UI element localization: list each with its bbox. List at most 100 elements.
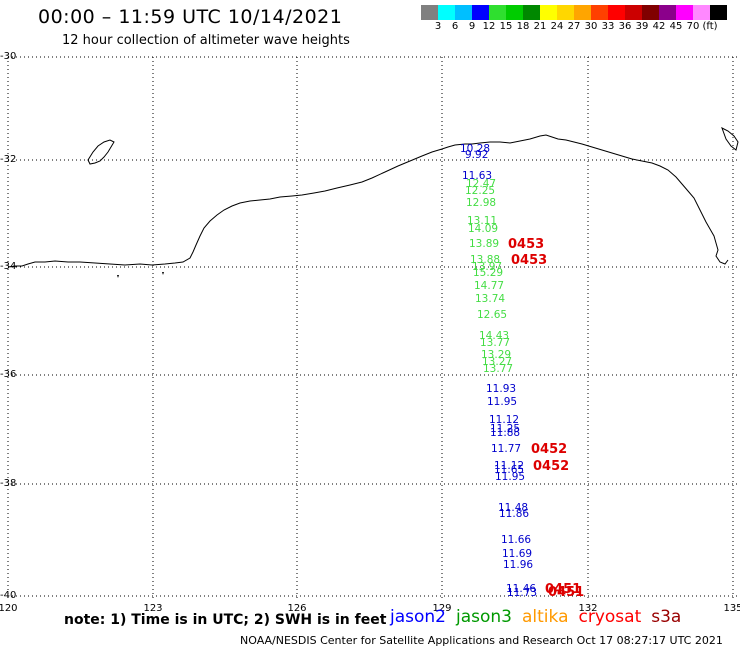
scale-label: 30 (584, 21, 598, 32)
legend-altika: altika (522, 607, 569, 627)
time-label: 0453 (511, 253, 548, 268)
wave-height-value: 11.66 (501, 534, 532, 546)
wave-height-value: 11.69 (502, 548, 533, 560)
wave-height-value: 11.96 (503, 559, 534, 571)
wave-height-value: 13.11 (467, 215, 498, 227)
time-label: 0451 (545, 582, 582, 597)
longitude-label: 126 (287, 603, 307, 614)
scale-label: (ft) (702, 21, 718, 32)
legend-s3a: s3a (651, 607, 682, 627)
latitude-label: -30 (0, 51, 17, 62)
scale-swatch (574, 5, 591, 20)
scale-swatch (472, 5, 489, 20)
time-label: 0452 (531, 442, 568, 457)
scale-label: 42 (652, 21, 666, 32)
wave-height-value: 11.46 (506, 583, 537, 595)
time-label: 0452 (533, 459, 570, 474)
scale-swatch (625, 5, 642, 20)
island-outline (87, 139, 115, 165)
latitude-label: -36 (0, 369, 17, 380)
scale-label: 39 (635, 21, 649, 32)
scale-swatch (676, 5, 693, 20)
wave-height-value: 11.48 (498, 502, 529, 514)
longitude-label: 129 (432, 603, 452, 614)
graticule (7, 56, 738, 600)
scale-label: 6 (451, 21, 459, 32)
color-scale-labels: 3 6 9 12 15 18 21 24 27 30 33 36 39 42 45 70 (ft) (421, 21, 740, 35)
chart-subtitle: 12 hour collection of altimeter wave hei… (62, 33, 350, 48)
island-outline-east (721, 126, 739, 151)
wave-height-value: 11.12 (494, 460, 525, 472)
wave-height-value: 12.47 (466, 178, 497, 190)
wave-height-value: 14.77 (474, 280, 505, 292)
wave-height-value: 11.12 (489, 414, 520, 426)
satellite-legend: jason2 jason3 altika cryosat s3a (390, 607, 691, 627)
scale-swatch (455, 5, 472, 20)
longitude-label: 135 (723, 603, 740, 614)
wave-height-value: 11.93 (486, 383, 517, 395)
time-label: 0453 (508, 237, 545, 252)
scale-swatch (421, 5, 438, 20)
scale-swatch (693, 5, 710, 20)
latitude-label: -38 (0, 478, 17, 489)
scale-swatch (540, 5, 557, 20)
longitude-label: 132 (578, 603, 598, 614)
scale-label: 36 (618, 21, 632, 32)
scale-label: 12 (482, 21, 496, 32)
wave-height-value: 13.27 (482, 356, 513, 368)
scale-swatch (557, 5, 574, 20)
wave-height-value: 14.09 (468, 223, 499, 235)
coast-point-1 (117, 275, 119, 278)
scale-swatch (659, 5, 676, 20)
scale-label: 21 (533, 21, 547, 32)
scale-swatch (438, 5, 455, 20)
wave-height-value: 13.77 (480, 337, 511, 349)
time-label: 0451 (548, 585, 585, 600)
scale-swatch (608, 5, 625, 20)
scale-swatch (642, 5, 659, 20)
wave-height-value: 13.74 (475, 293, 506, 305)
latitude-label: -32 (0, 154, 17, 165)
wave-height-value: 11.65 (494, 464, 525, 476)
legend-jason2: jason2 (390, 607, 446, 627)
scale-swatch (591, 5, 608, 20)
wave-height-value: 13.89 (469, 238, 500, 250)
wave-height-value: 11.95 (487, 396, 518, 408)
longitude-label: 123 (143, 603, 163, 614)
coastline (7, 134, 729, 268)
footer-credit: NOAA/NESDIS Center for Satellite Applica… (240, 634, 723, 647)
wave-height-value: 10.28 (460, 143, 491, 155)
scale-swatch (506, 5, 523, 20)
wave-height-value: 12.25 (465, 185, 496, 197)
wave-height-value: 13.88 (470, 254, 501, 266)
wave-height-value: 14.43 (479, 330, 510, 342)
scale-label: 27 (567, 21, 581, 32)
wave-height-value: 13.29 (481, 349, 512, 361)
wave-height-value: 9.92 (465, 149, 489, 161)
wave-height-value: 13.97 (472, 261, 503, 273)
latitude-label: -40 (0, 590, 17, 601)
color-scale (421, 5, 727, 20)
longitude-label: 120 (0, 603, 18, 614)
wave-height-value: 11.25 (490, 423, 521, 435)
scale-label: 45 (669, 21, 683, 32)
scale-label: 70 (686, 21, 700, 32)
wave-height-value: 12.98 (466, 197, 497, 209)
coast-point-2 (162, 272, 164, 275)
scale-label: 9 (468, 21, 476, 32)
latitude-label: -34 (0, 261, 17, 272)
scale-swatch (710, 5, 727, 20)
scale-label: 15 (499, 21, 513, 32)
wave-height-value: 12.65 (477, 309, 508, 321)
chart-title: 00:00 – 11:59 UTC 10/14/2021 (38, 6, 343, 28)
scale-label: 18 (516, 21, 530, 32)
scale-swatch (523, 5, 540, 20)
wave-height-value: 13.77 (483, 363, 514, 375)
wave-height-value: 11.63 (462, 170, 493, 182)
legend-jason3: jason3 (456, 607, 512, 627)
scale-label: 3 (434, 21, 442, 32)
scale-swatch (489, 5, 506, 20)
wave-height-value: 15.29 (473, 267, 504, 279)
legend-cryosat: cryosat (578, 607, 642, 627)
